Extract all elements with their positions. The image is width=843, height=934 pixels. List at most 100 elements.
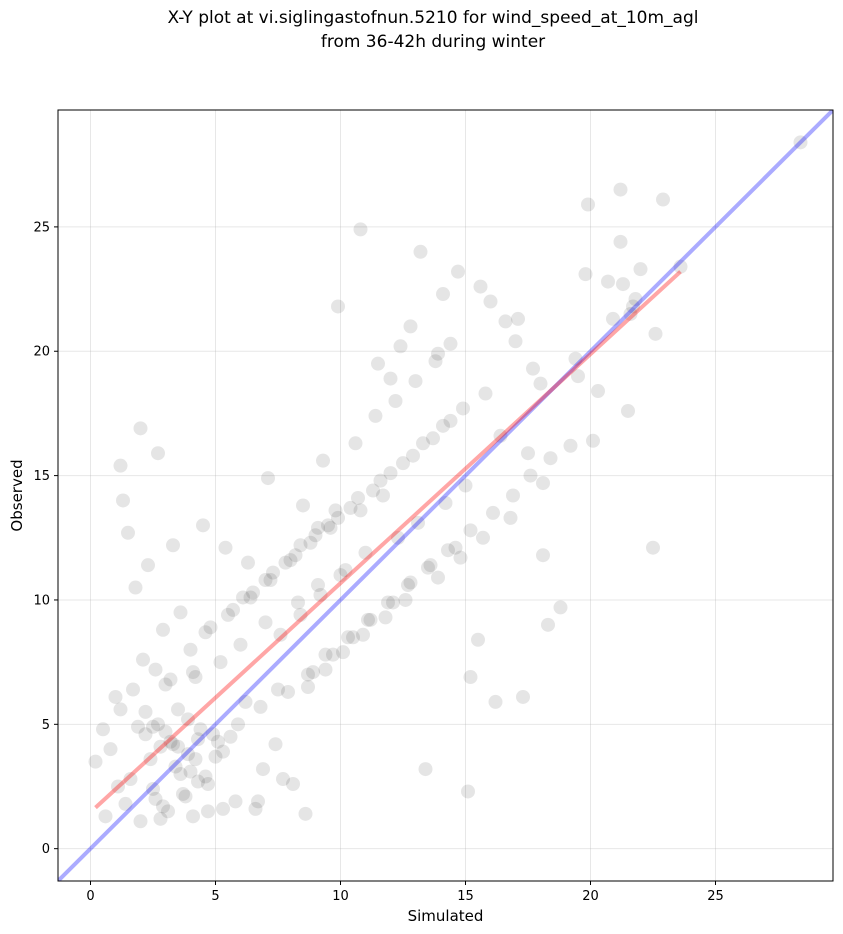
data-point	[493, 428, 508, 443]
data-point	[186, 809, 200, 824]
chart-title-line-2: from 36-42h during winter	[320, 32, 546, 52]
y-tick-label: 0	[42, 842, 50, 857]
data-point	[581, 197, 595, 212]
data-point	[316, 453, 330, 468]
data-point	[406, 448, 420, 463]
data-point	[373, 473, 388, 488]
data-point	[448, 540, 463, 555]
data-point	[363, 612, 378, 627]
one-to-one-line	[58, 110, 833, 881]
data-point	[148, 791, 163, 806]
chart-title: X-Y plot at vi.siglingastofnun.5210 for …	[0, 6, 843, 54]
data-point	[413, 244, 428, 259]
data-point	[333, 568, 348, 583]
data-point	[253, 699, 268, 714]
y-tick-label: 5	[42, 718, 50, 733]
data-point	[188, 752, 203, 767]
data-point	[441, 543, 455, 558]
data-point	[408, 374, 423, 389]
data-point	[421, 560, 435, 575]
reference-lines	[58, 110, 833, 881]
y-tick-label: 20	[33, 345, 50, 360]
data-point	[463, 523, 478, 538]
data-point	[473, 279, 488, 294]
data-point	[563, 438, 578, 453]
data-point	[553, 600, 568, 615]
data-point	[248, 801, 263, 816]
data-point	[188, 670, 203, 685]
data-point	[521, 446, 535, 461]
data-point	[278, 555, 293, 570]
data-point	[288, 548, 303, 563]
data-point	[98, 809, 113, 824]
data-point	[416, 436, 430, 451]
data-point	[191, 732, 205, 747]
data-point	[401, 578, 415, 593]
data-point	[293, 607, 308, 622]
data-point	[258, 615, 273, 630]
data-point	[371, 356, 385, 371]
data-point	[161, 804, 175, 819]
data-point	[486, 505, 500, 520]
data-point	[151, 717, 165, 732]
data-point	[308, 528, 323, 543]
data-point	[113, 702, 128, 717]
data-point	[113, 458, 128, 473]
data-point	[181, 712, 195, 727]
data-point	[458, 478, 473, 493]
data-point	[648, 326, 663, 341]
data-point	[306, 665, 320, 680]
data-point	[193, 722, 208, 737]
data-point	[331, 510, 345, 525]
grid	[58, 110, 833, 881]
data-point	[146, 781, 160, 796]
data-point	[126, 682, 140, 697]
data-point	[368, 408, 383, 423]
data-point	[426, 431, 440, 446]
data-point	[418, 762, 433, 777]
data-point	[166, 737, 180, 752]
data-point	[301, 667, 315, 682]
data-point	[343, 500, 358, 515]
data-point	[121, 525, 135, 540]
data-point	[218, 540, 233, 555]
data-point	[128, 580, 143, 595]
data-point	[118, 796, 133, 811]
data-point	[633, 262, 648, 277]
data-point	[451, 264, 465, 279]
data-point	[158, 677, 173, 692]
data-point	[211, 734, 225, 749]
plot-frame	[57, 109, 834, 882]
x-tick-label: 0	[86, 889, 94, 904]
data-point	[616, 277, 630, 292]
data-point	[216, 801, 230, 816]
data-point	[276, 772, 290, 787]
x-tick-label: 10	[332, 889, 349, 904]
data-point	[138, 727, 153, 742]
data-point	[176, 786, 190, 801]
data-point	[431, 570, 445, 585]
data-point	[111, 779, 125, 794]
data-point	[386, 595, 400, 610]
data-point	[166, 538, 180, 553]
data-point	[168, 759, 183, 774]
data-point	[238, 694, 253, 709]
data-point	[123, 772, 138, 787]
data-point	[341, 630, 355, 645]
data-point	[391, 530, 405, 545]
y-tick-label: 25	[33, 220, 50, 235]
data-point	[628, 292, 643, 307]
y-axis-label: Observed	[8, 459, 26, 531]
data-point	[338, 563, 353, 578]
data-point	[311, 520, 325, 535]
x-axis-label: Simulated	[408, 907, 484, 925]
data-point	[621, 403, 635, 418]
data-point	[156, 622, 170, 637]
data-point	[533, 376, 548, 391]
data-point	[476, 530, 490, 545]
data-point	[298, 806, 313, 821]
data-point	[398, 592, 413, 607]
data-point	[591, 384, 605, 399]
data-point	[366, 483, 380, 498]
